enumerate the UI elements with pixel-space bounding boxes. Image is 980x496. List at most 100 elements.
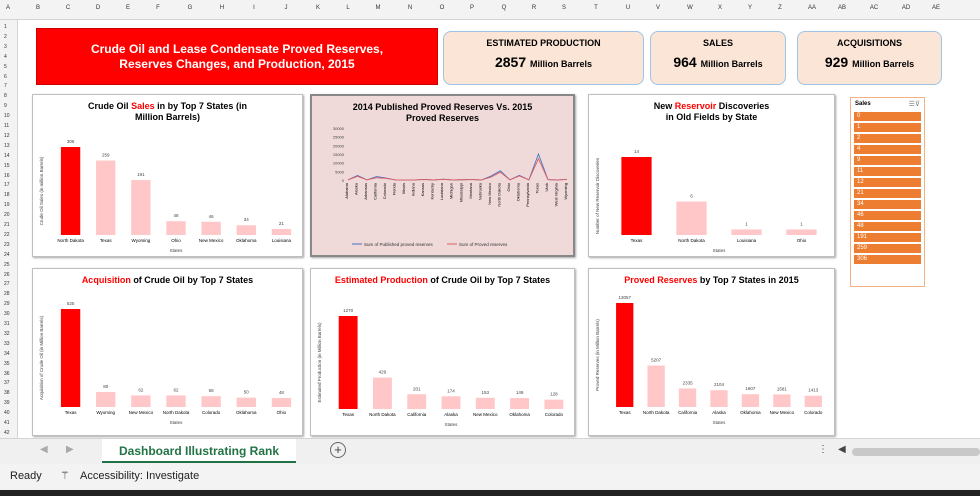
bar[interactable] <box>96 160 116 235</box>
row-header[interactable]: 17 <box>4 182 10 189</box>
row-header[interactable]: 22 <box>4 231 10 238</box>
bar[interactable] <box>373 377 392 409</box>
column-header[interactable]: F <box>156 5 160 11</box>
reserves-line-chart[interactable]: 2014 Published Proved Reserves Vs. 2015 … <box>310 94 575 257</box>
row-header[interactable]: 32 <box>4 330 10 337</box>
row-header[interactable]: 25 <box>4 261 10 268</box>
row-header[interactable]: 8 <box>4 93 7 100</box>
column-header[interactable]: U <box>625 5 631 11</box>
column-header[interactable]: I <box>253 5 255 11</box>
column-header[interactable]: M <box>375 5 381 11</box>
row-header[interactable]: 5 <box>4 63 7 70</box>
row-header[interactable]: 27 <box>4 281 10 288</box>
row-header[interactable]: 14 <box>4 152 10 159</box>
row-header[interactable]: 24 <box>4 251 10 258</box>
column-header[interactable]: B <box>35 5 41 11</box>
slicer-item[interactable]: 11 <box>854 167 921 176</box>
slicer-item[interactable]: 48 <box>854 222 921 231</box>
add-sheet-icon[interactable]: + <box>330 442 346 458</box>
row-header[interactable]: 41 <box>4 420 10 426</box>
row-header[interactable]: 34 <box>4 350 10 357</box>
row-header[interactable]: 40 <box>4 410 10 417</box>
bar[interactable] <box>271 228 292 235</box>
column-header[interactable]: K <box>315 5 321 11</box>
row-header[interactable]: 29 <box>4 301 10 308</box>
row-header[interactable]: 13 <box>4 142 10 149</box>
bar[interactable] <box>201 396 221 407</box>
column-header[interactable]: O <box>439 5 445 11</box>
bar[interactable] <box>786 229 817 235</box>
row-header[interactable]: 31 <box>4 321 10 327</box>
column-header[interactable]: A <box>5 5 11 11</box>
row-header[interactable]: 30 <box>4 311 10 318</box>
column-header[interactable]: V <box>655 5 661 11</box>
slicer-item[interactable]: 0 <box>854 112 921 121</box>
slicer-item[interactable]: 2 <box>854 134 921 143</box>
more-options-icon[interactable]: ⋮ <box>818 444 828 455</box>
bar[interactable] <box>616 303 634 407</box>
row-header[interactable]: 20 <box>4 212 10 219</box>
column-header[interactable]: L <box>346 5 350 11</box>
column-header[interactable]: R <box>531 5 537 11</box>
bar[interactable] <box>804 395 822 407</box>
column-header[interactable]: G <box>187 5 193 11</box>
row-header[interactable]: 23 <box>4 241 10 248</box>
row-header[interactable]: 1 <box>4 24 7 30</box>
column-header[interactable]: AA <box>807 5 817 11</box>
row-header[interactable]: 10 <box>4 113 10 120</box>
bar[interactable] <box>60 147 81 235</box>
bar[interactable] <box>544 399 564 409</box>
column-header[interactable]: E <box>125 5 131 11</box>
horizontal-scroll-left-icon[interactable]: ◀ <box>838 444 846 455</box>
bar[interactable] <box>741 394 760 407</box>
row-header[interactable]: 42 <box>4 429 10 436</box>
scroll-right-icon[interactable]: ▶ <box>66 444 74 455</box>
row-header[interactable]: 2 <box>4 33 7 40</box>
row-header[interactable]: 15 <box>4 162 10 169</box>
slicer-item[interactable]: 46 <box>854 211 921 220</box>
row-header[interactable]: 18 <box>4 192 10 199</box>
row-header[interactable]: 33 <box>4 340 10 347</box>
slicer-item[interactable]: 4 <box>854 145 921 154</box>
scroll-left-icon[interactable]: ◀ <box>40 444 48 455</box>
reservoir-discoveries-chart[interactable]: New Reservoir Discoveries in Old Fields … <box>588 94 835 257</box>
slicer-item[interactable]: 259 <box>854 244 921 253</box>
row-header[interactable]: 19 <box>4 202 10 209</box>
column-header[interactable]: Y <box>747 5 753 11</box>
column-header[interactable]: W <box>687 5 693 11</box>
column-header[interactable]: N <box>407 5 413 11</box>
slicer-item[interactable]: 191 <box>854 233 921 242</box>
bar[interactable] <box>441 396 461 409</box>
bar[interactable] <box>510 398 529 409</box>
column-header[interactable]: AC <box>869 5 879 11</box>
proved-reserves-bar-chart[interactable]: Proved Reserves by Top 7 States in 2015 … <box>588 268 835 436</box>
sales-bar-chart[interactable]: Crude Oil Sales in by Top 7 States (in M… <box>32 94 303 257</box>
column-header[interactable]: J <box>284 5 288 11</box>
row-header[interactable]: 11 <box>4 123 10 129</box>
row-header[interactable]: 9 <box>4 103 7 110</box>
row-header[interactable]: 35 <box>4 360 10 367</box>
bar[interactable] <box>96 392 116 407</box>
row-header[interactable]: 38 <box>4 390 10 397</box>
column-header[interactable]: C <box>65 5 71 11</box>
bar[interactable] <box>621 157 652 235</box>
bar[interactable] <box>676 201 707 235</box>
series-line[interactable] <box>347 152 568 181</box>
bar[interactable] <box>773 394 791 407</box>
production-bar-chart[interactable]: Estimated Production of Crude Oil by Top… <box>310 268 575 436</box>
row-header[interactable]: 6 <box>4 73 7 80</box>
bar[interactable] <box>407 394 427 409</box>
bar[interactable] <box>475 397 495 409</box>
row-header[interactable]: 21 <box>4 222 10 228</box>
slicer-item[interactable]: 306 <box>854 255 921 264</box>
slicer-item[interactable]: 34 <box>854 200 921 209</box>
column-header[interactable]: X <box>717 5 723 11</box>
sales-slicer[interactable]: Sales ☰⊽ 0 1 2 4 9 11 12 21 34 46 48 191 259 306 <box>850 97 925 287</box>
row-header[interactable]: 3 <box>4 43 7 50</box>
multi-select-filter-icon[interactable]: ☰⊽ <box>908 101 920 108</box>
accessibility-icon[interactable]: ⚚ <box>60 470 70 482</box>
bar[interactable] <box>131 180 151 235</box>
series-line[interactable] <box>347 157 568 181</box>
bar[interactable] <box>201 221 221 235</box>
column-header[interactable]: Z <box>778 5 782 11</box>
